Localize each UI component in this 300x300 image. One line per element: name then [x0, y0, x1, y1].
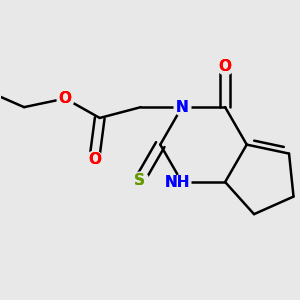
Text: O: O: [219, 58, 232, 74]
Text: S: S: [134, 173, 145, 188]
Text: O: O: [59, 91, 72, 106]
Text: N: N: [176, 100, 188, 115]
Text: O: O: [59, 91, 72, 106]
Text: NH: NH: [165, 175, 190, 190]
Text: NH: NH: [165, 175, 190, 190]
Text: O: O: [88, 152, 101, 166]
Text: O: O: [88, 152, 101, 166]
Text: S: S: [134, 173, 145, 188]
Text: O: O: [219, 58, 232, 74]
Text: N: N: [176, 100, 188, 115]
